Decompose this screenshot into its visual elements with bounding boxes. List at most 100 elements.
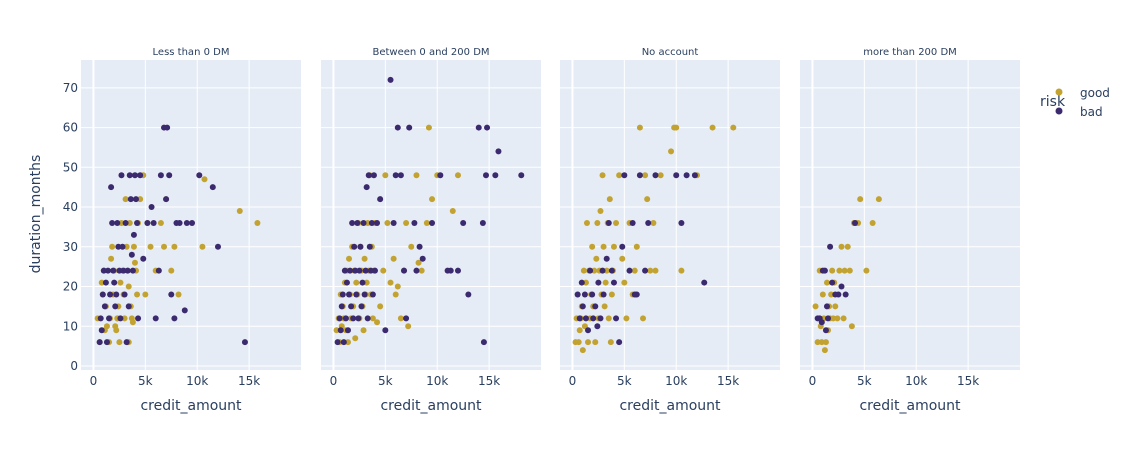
data-point[interactable] [465,291,472,298]
data-point[interactable] [133,196,139,203]
data-point[interactable] [623,315,630,322]
data-point[interactable] [344,339,351,346]
data-point[interactable] [347,267,354,274]
data-point[interactable] [429,219,436,226]
data-point[interactable] [128,251,135,258]
data-point[interactable] [137,196,144,203]
data-point[interactable] [594,219,601,226]
data-point[interactable] [394,124,401,131]
data-point[interactable] [130,243,137,250]
data-point[interactable] [384,219,391,226]
data-point[interactable] [601,303,608,310]
data-point[interactable] [369,315,376,322]
data-point[interactable] [518,172,525,179]
data-point[interactable] [619,243,626,250]
data-point[interactable] [652,267,659,274]
data-point[interactable] [125,303,132,310]
data-point[interactable] [157,172,164,179]
data-point[interactable] [377,303,384,310]
data-point[interactable] [678,267,685,274]
data-point[interactable] [835,291,842,298]
data-point[interactable] [181,307,188,314]
data-point[interactable] [576,315,583,322]
data-point[interactable] [848,323,855,330]
data-point[interactable] [355,315,362,322]
data-point[interactable] [120,267,127,274]
data-point[interactable] [594,323,601,330]
data-point[interactable] [106,315,113,322]
data-point[interactable] [209,184,216,191]
data-point[interactable] [164,124,171,131]
data-point[interactable] [636,172,643,179]
data-point[interactable] [150,219,157,226]
data-point[interactable] [365,172,372,179]
data-point[interactable] [161,243,168,250]
data-point[interactable] [590,315,597,322]
data-point[interactable] [168,291,175,298]
data-point[interactable] [403,219,410,226]
data-point[interactable] [171,243,178,250]
data-point[interactable] [111,279,118,286]
data-point[interactable] [415,259,422,266]
data-point[interactable] [599,267,606,274]
data-point[interactable] [147,243,154,250]
data-point[interactable] [122,196,129,203]
data-point[interactable] [819,291,826,298]
data-point[interactable] [107,291,114,298]
data-point[interactable] [647,267,654,274]
data-point[interactable] [447,267,454,274]
data-point[interactable] [117,315,124,322]
data-point[interactable] [621,279,628,286]
data-point[interactable] [852,219,858,226]
data-point[interactable] [823,303,830,310]
data-point[interactable] [109,243,116,250]
data-point[interactable] [166,172,173,179]
data-point[interactable] [382,327,389,334]
data-point[interactable] [163,196,170,203]
data-point[interactable] [126,219,133,226]
data-point[interactable] [621,172,628,179]
data-point[interactable] [113,327,120,334]
data-point[interactable] [140,255,147,262]
data-point[interactable] [830,315,837,322]
data-point[interactable] [673,172,680,179]
data-point[interactable] [366,243,373,250]
data-point[interactable] [480,339,487,346]
data-point[interactable] [429,196,436,203]
data-point[interactable] [633,243,640,250]
data-point[interactable] [119,243,126,250]
data-point[interactable] [668,148,675,155]
data-point[interactable] [460,219,467,226]
data-point[interactable] [144,219,151,226]
data-point[interactable] [361,291,368,298]
data-point[interactable] [157,219,164,226]
data-point[interactable] [419,255,426,262]
data-point[interactable] [338,303,345,310]
legend-item-bad[interactable]: bad [1055,105,1103,119]
data-point[interactable] [606,196,613,203]
data-point[interactable] [838,283,845,290]
data-point[interactable] [387,76,394,83]
data-point[interactable] [134,219,141,226]
data-point[interactable] [337,327,344,334]
data-point[interactable] [640,315,647,322]
data-point[interactable] [832,303,839,310]
data-point[interactable] [650,219,657,226]
data-point[interactable] [585,327,592,334]
data-point[interactable] [818,339,825,346]
data-point[interactable] [454,172,461,179]
data-point[interactable] [827,243,834,250]
data-point[interactable] [122,219,129,226]
data-point[interactable] [134,291,141,298]
data-point[interactable] [589,291,596,298]
data-point[interactable] [241,339,248,346]
data-point[interactable] [350,315,357,322]
data-point[interactable] [576,327,583,334]
data-point[interactable] [397,315,404,322]
data-point[interactable] [585,339,592,346]
data-point[interactable] [130,231,137,238]
data-point[interactable] [123,243,130,250]
data-point[interactable] [183,219,190,226]
data-point[interactable] [834,315,841,322]
data-point[interactable] [595,279,602,286]
